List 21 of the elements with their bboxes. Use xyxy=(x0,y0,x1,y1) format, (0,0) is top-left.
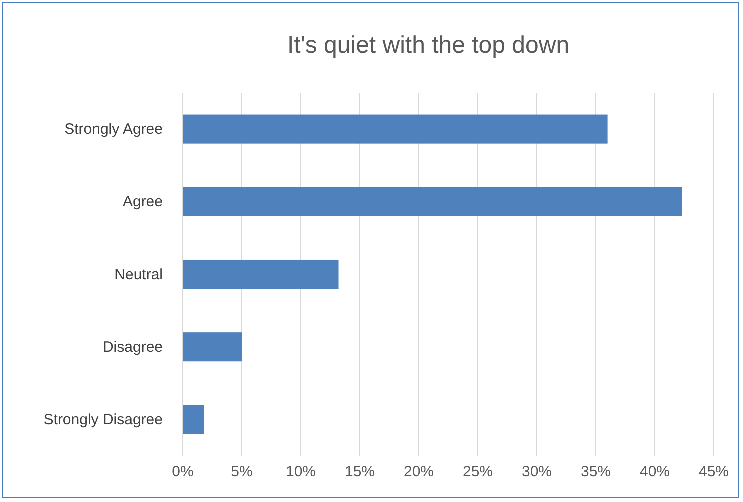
x-tick-label: 35% xyxy=(580,464,612,481)
x-tick-label: 20% xyxy=(404,464,434,481)
y-tick-label: Strongly Disagree xyxy=(44,412,163,428)
y-tick-label: Agree xyxy=(122,194,163,211)
x-tick-label: 15% xyxy=(344,464,376,481)
x-tick-label: 40% xyxy=(640,464,670,481)
bar xyxy=(183,114,608,144)
y-tick-label: Neutral xyxy=(114,266,163,284)
bar xyxy=(183,260,339,290)
y-tick-label: Strongly Agree xyxy=(64,121,163,138)
y-tick-label: Disagree xyxy=(102,338,163,356)
x-tick-label: 25% xyxy=(462,464,494,481)
bar xyxy=(183,332,242,362)
x-tick-label: 0% xyxy=(172,464,194,481)
x-tick-label: 5% xyxy=(231,464,253,481)
x-tick-label: 10% xyxy=(286,464,316,481)
x-tick-label: 30% xyxy=(522,464,552,481)
bar xyxy=(183,187,682,216)
bar xyxy=(183,405,204,434)
x-tick-label: 45% xyxy=(698,464,730,481)
chart-title: It's quiet with the top down xyxy=(287,32,570,59)
